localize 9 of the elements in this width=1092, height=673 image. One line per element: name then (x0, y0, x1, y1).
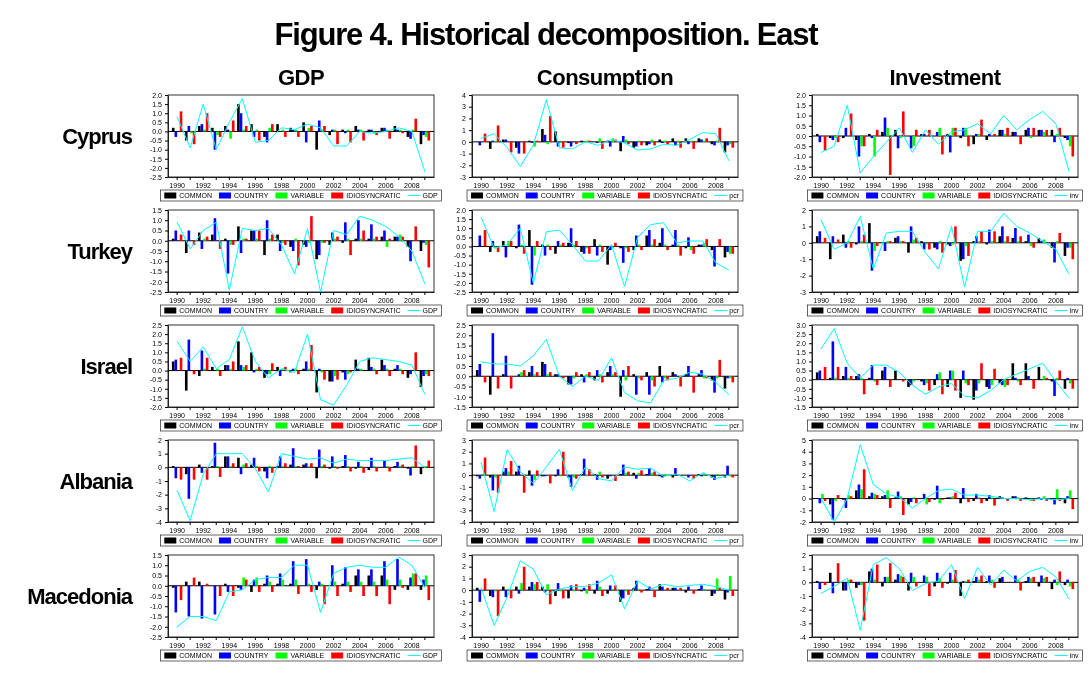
y-axis-title: Macedonia (27, 584, 134, 609)
y-axis-title: Albania (59, 469, 134, 494)
chart-title: Investment (889, 65, 1002, 90)
y-axis-title: Israel (80, 354, 132, 379)
chart-title: GDP (277, 65, 325, 90)
y-axis-title: Cyprus (62, 124, 133, 149)
y-axis-title: Turkey (67, 239, 134, 264)
caption: Figure 4. Historical decomposition. East (274, 17, 819, 52)
chart-title: Consumption (536, 65, 674, 90)
